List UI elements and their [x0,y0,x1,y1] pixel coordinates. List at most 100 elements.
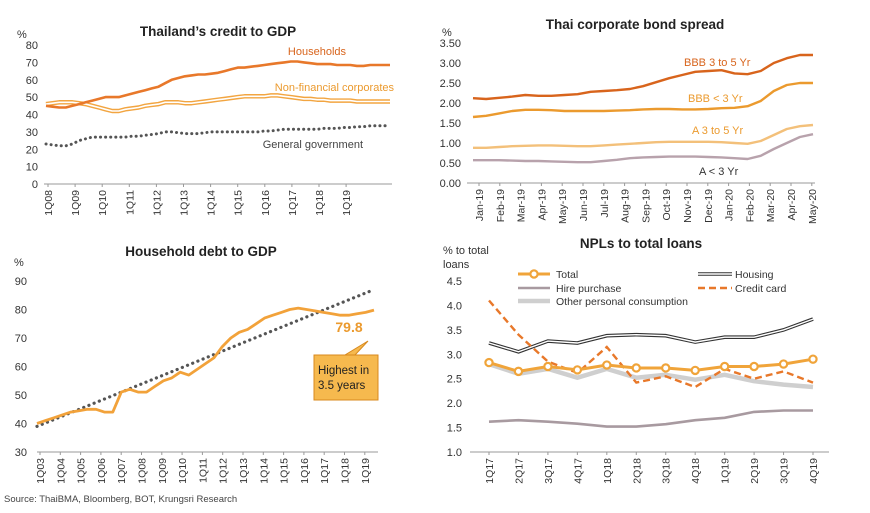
x-tick-label: May-20 [807,189,819,224]
chart-credit-to-gdp: Thailand’s credit to GDP% 0 10 20 30 40 50 60 70… [17,24,394,216]
x-tick-label: 1Q09 [157,458,169,484]
x-tick-label: Feb-19 [495,189,507,222]
x-tick-label: 1Q17 [319,458,331,484]
y-tick-label: 90 [15,276,27,288]
callout-text: 3.5 years [318,380,366,392]
y-unit-label: % to total [443,245,489,257]
x-tick-label: 2Q17 [513,458,525,484]
total-marker [690,365,700,376]
y-tick-label: 80 [15,305,27,317]
y-tick-label: 80 [26,40,38,52]
series-hire-purchase-line [488,409,813,428]
series-housing-inner [488,318,814,353]
y-tick-label: 50 [15,390,27,402]
series-bbb-lt3-line [472,81,813,119]
y-tick-label: 3.00 [440,58,461,70]
series-bbb-3to5-line [472,53,813,101]
x-tick-label: 4Q18 [690,458,702,484]
total-marker [543,361,553,372]
x-tick-label: 1Q19 [341,190,353,216]
label-bbb-lt3: BBB < 3 Yr [688,93,743,105]
series-government-line [44,124,392,148]
total-marker [484,357,494,368]
total-marker [572,365,583,375]
legend-label-hire-purchase: Hire purchase [556,283,622,295]
x-tick-label: 4Q19 [808,458,820,484]
x-tick-label: 1Q18 [314,190,326,216]
y-unit-label: % [14,257,24,269]
y-tick-label: 70 [15,333,27,345]
y-tick-label: 50 [26,92,38,104]
chart-title: Thailand’s credit to GDP [140,24,296,39]
x-tick-label: Aug-19 [620,189,632,223]
x-tick-label: 1Q18 [602,458,614,484]
x-tick-label: 1Q10 [97,190,109,216]
x-tick-label: Apr-19 [536,189,548,221]
total-marker [513,366,524,377]
x-tick-label: 3Q17 [543,458,555,484]
y-tick-label: 1.50 [440,118,461,130]
x-tick-label: 1Q12 [151,190,163,216]
label-government: General government [263,139,363,151]
y-tick-label: 1.5 [447,423,462,435]
total-marker [778,359,789,369]
x-tick-label: 1Q16 [260,190,272,216]
x-tick-label: Nov-19 [682,189,694,223]
callout-box [313,340,379,401]
total-marker [602,360,612,370]
x-tick-label: 4Q17 [572,458,584,484]
x-tick-label: 1Q14 [258,458,270,484]
chart-title: Thai corporate bond spread [546,17,725,32]
x-tick-label: 1Q03 [35,458,47,484]
x-tick-label: 1Q11 [124,190,136,215]
legend-label-credit-card: Credit card [735,283,787,295]
label-bbb-3to5: BBB 3 to 5 Yr [684,57,751,69]
source-note: Source: ThaiBMA, Bloomberg, BOT, Krungsr… [4,494,238,505]
series-nfc-line [45,93,390,114]
x-tick-label: Mar-19 [516,189,528,222]
chart-bond-spread: Thai corporate bond spread% 0.00 0.50 1.00 1… [440,17,819,224]
y-tick-label: 2.5 [447,374,462,386]
x-tick-label: 1Q17 [484,458,496,484]
x-tick-label: 1Q11 [197,458,209,483]
x-tick-label: 1Q06 [96,458,108,484]
x-tick-label: May-19 [557,189,569,224]
y-tick-label: 40 [26,110,38,122]
x-tick-label: 1Q17 [287,190,299,216]
x-tick-label: Jan-19 [474,189,486,221]
y-tick-label: 3.5 [447,325,462,337]
y-unit-label: % [442,27,452,39]
chart-household-debt: Household debt to GDP% 30 40 50 60 70 80 90 1Q03… [14,244,379,484]
x-tick-label: 1Q15 [279,458,291,484]
y-tick-label: 30 [26,127,38,139]
x-tick-label: 1Q05 [76,458,88,484]
chart-npls: NPLs to total loans % to total loans 1.0 1.5… [443,236,829,484]
x-tick-label: 1Q04 [55,458,67,484]
y-tick-label: 10 [26,162,38,174]
total-marker [808,354,818,364]
y-tick-label: 2.0 [447,398,462,410]
x-tick-label: 1Q13 [179,190,191,216]
x-tick-label: 1Q09 [70,190,82,216]
x-tick-label: 1Q15 [233,190,245,216]
x-tick-label: Mar-20 [765,189,777,222]
x-tick-label: 1Q18 [340,458,352,484]
total-marker [719,361,730,372]
y-tick-label: 3.0 [447,349,462,361]
y-tick-label: 1.0 [447,447,462,459]
series-a-3to5-line [473,123,814,150]
y-tick-label: 0.50 [440,158,461,170]
y-tick-label: 40 [15,419,27,431]
x-tick-label: 2Q18 [631,458,643,484]
y-tick-label: 2.00 [440,98,461,110]
x-tick-label: 1Q08 [137,458,149,484]
y-tick-label: 4.0 [447,300,462,312]
x-tick-label: 1Q08 [43,190,55,216]
series-credit-card-line [488,299,814,389]
y-tick-label: 0.00 [440,178,461,190]
x-tick-label: Feb-20 [744,189,756,222]
x-tick-label: Apr-20 [786,189,798,221]
x-tick-label: 3Q18 [661,458,673,484]
legend-marker-total [529,269,539,279]
